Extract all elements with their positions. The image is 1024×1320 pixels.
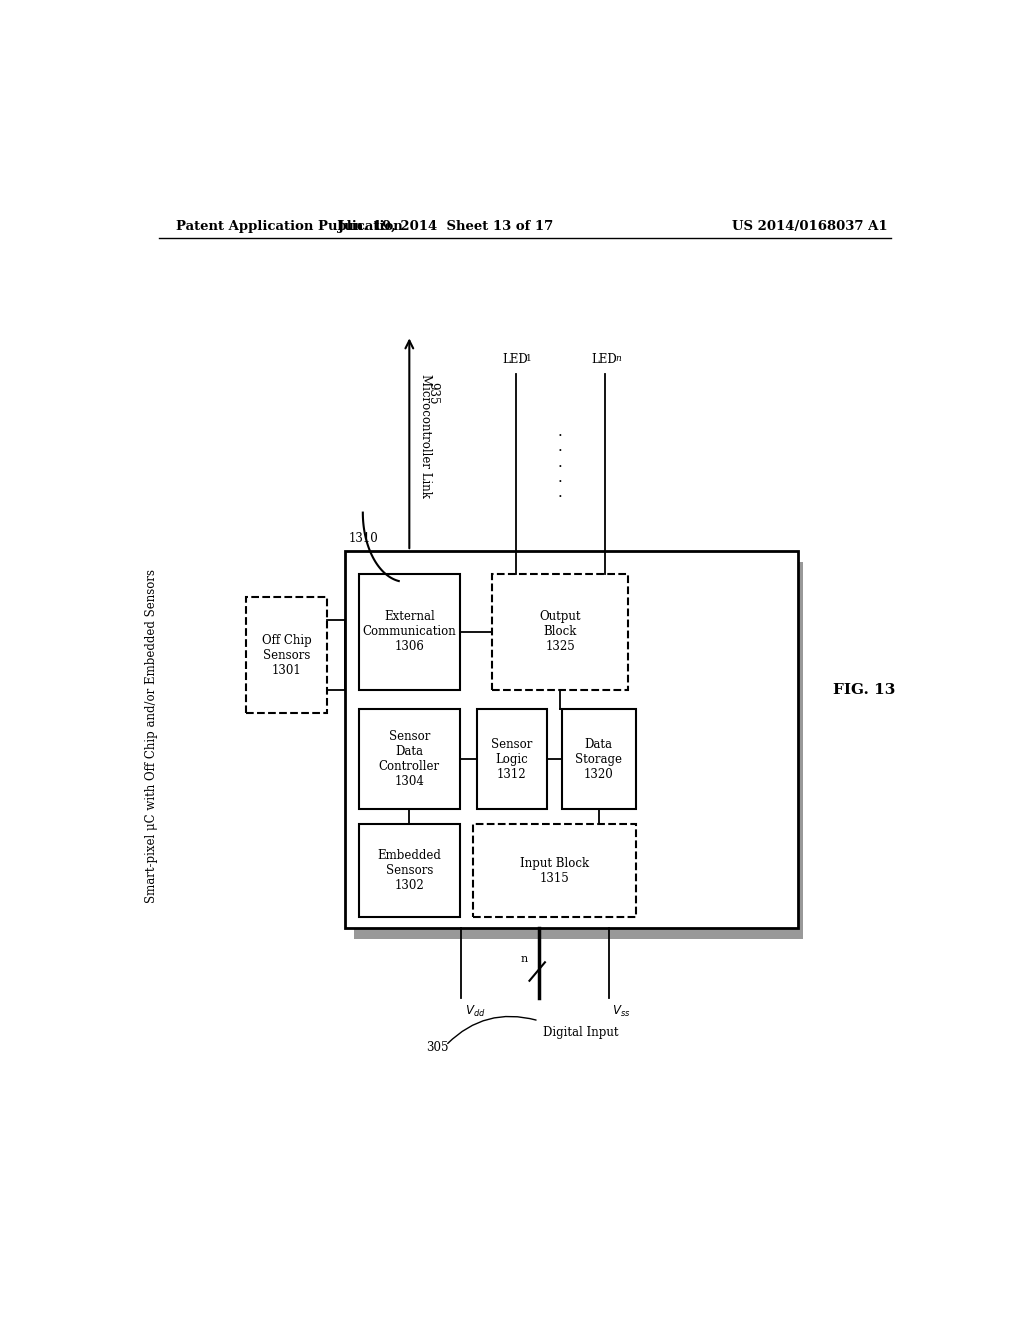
Text: Data
Storage
1320: Data Storage 1320 [575, 738, 623, 780]
Text: 935: 935 [426, 381, 439, 404]
Text: Microcontroller Link: Microcontroller Link [419, 374, 432, 498]
Text: 1310: 1310 [349, 532, 379, 545]
Text: Patent Application Publication: Patent Application Publication [176, 219, 402, 232]
Text: .: . [558, 455, 562, 470]
Text: US 2014/0168037 A1: US 2014/0168037 A1 [732, 219, 888, 232]
Text: Embedded
Sensors
1302: Embedded Sensors 1302 [378, 849, 441, 892]
Text: Input Block
1315: Input Block 1315 [520, 857, 589, 884]
Text: FIG. 13: FIG. 13 [834, 682, 896, 697]
Text: .: . [558, 440, 562, 454]
Text: .: . [558, 425, 562, 438]
Bar [359, 825, 460, 917]
Text: .: . [558, 486, 562, 500]
Text: Sensor
Data
Controller
1304: Sensor Data Controller 1304 [379, 730, 440, 788]
Text: External
Communication
1306: External Communication 1306 [362, 610, 457, 653]
Bar [353, 562, 803, 940]
Text: LED: LED [503, 354, 528, 367]
Bar [359, 574, 460, 689]
Text: 1: 1 [526, 354, 532, 363]
Bar [345, 552, 799, 928]
Bar [246, 597, 328, 713]
Bar [562, 709, 636, 809]
Text: Output
Block
1325: Output Block 1325 [540, 610, 581, 653]
Text: Off Chip
Sensors
1301: Off Chip Sensors 1301 [261, 634, 311, 677]
Text: 305: 305 [426, 1041, 449, 1055]
Text: n: n [520, 954, 528, 964]
Text: Jun. 19, 2014  Sheet 13 of 17: Jun. 19, 2014 Sheet 13 of 17 [338, 219, 553, 232]
Bar [359, 709, 460, 809]
Text: Smart-pixel μC with Off Chip and/or Embedded Sensors: Smart-pixel μC with Off Chip and/or Embe… [144, 569, 158, 903]
Text: $V_{dd}$: $V_{dd}$ [465, 1005, 485, 1019]
Text: Digital Input: Digital Input [543, 1026, 618, 1039]
Bar [477, 709, 547, 809]
Text: Sensor
Logic
1312: Sensor Logic 1312 [490, 738, 532, 780]
Bar [493, 574, 628, 689]
Text: $V_{ss}$: $V_{ss}$ [612, 1005, 631, 1019]
Bar [473, 825, 636, 917]
Text: LED: LED [592, 354, 617, 367]
Text: .: . [558, 471, 562, 484]
Text: n: n [615, 354, 622, 363]
